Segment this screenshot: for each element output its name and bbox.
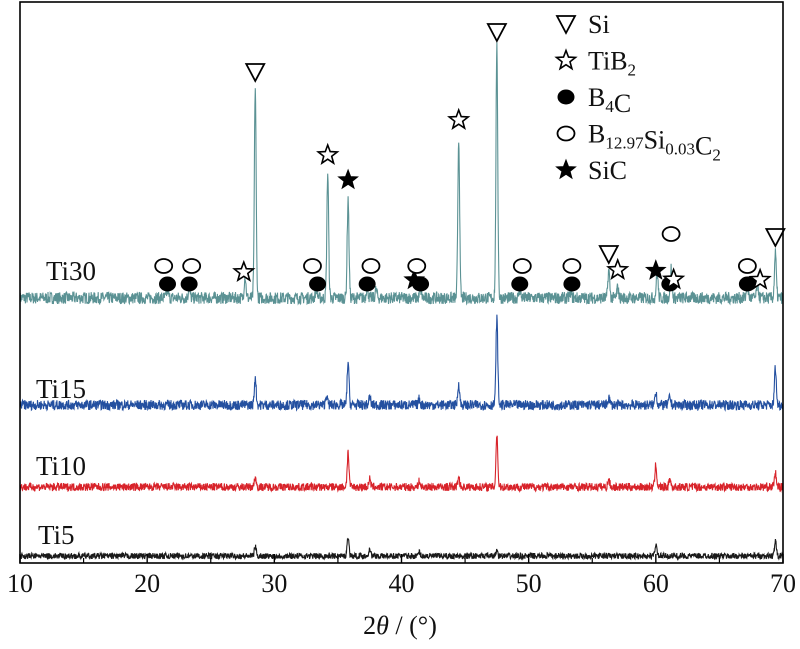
trace-ti30 — [19, 42, 784, 306]
series-label-ti5: Ti5 — [38, 520, 75, 550]
trace-ti10 — [19, 435, 784, 493]
series-label-ti30: Ti30 — [46, 256, 96, 286]
phase-marker-circle-open-17 — [512, 258, 532, 274]
phase-marker-triangle-down-open-16 — [486, 23, 508, 43]
legend-symbol-circle-filled — [557, 89, 575, 105]
x-tick-label-20: 20 — [134, 569, 160, 598]
phase-marker-star-filled-23 — [644, 259, 667, 280]
phase-markers-layer — [154, 23, 786, 292]
x-axis: 10 20 30 40 50 60 70 — [7, 554, 796, 598]
x-tick-label-40: 40 — [389, 569, 415, 598]
legend-item-sic: SiC — [555, 156, 627, 185]
legend-symbol-star-open — [554, 48, 578, 71]
x-tick-label-30: 30 — [261, 569, 287, 598]
x-tick-label-50: 50 — [516, 569, 542, 598]
phase-marker-star-open-26 — [661, 267, 686, 290]
legend-label-tib2: TiB2 — [588, 47, 636, 80]
phase-marker-star-open-8 — [316, 142, 340, 165]
series-ti10: Ti10 — [19, 435, 784, 493]
series-ti30: Ti30 — [19, 42, 784, 306]
trace-ti15 — [19, 314, 784, 412]
phase-marker-circle-open-19 — [562, 258, 582, 274]
phase-marker-triangle-down-open-5 — [244, 63, 266, 83]
x-axis-title: 2θ / (°) — [363, 611, 437, 640]
phase-marker-triangle-down-open-30 — [764, 228, 786, 248]
phase-marker-circle-open-10 — [361, 258, 381, 274]
phase-marker-circle-filled-14 — [412, 276, 430, 292]
series-ti5: Ti5 — [19, 520, 784, 562]
phase-marker-triangle-down-open-21 — [598, 245, 620, 265]
x-tick-label-10: 10 — [7, 569, 33, 598]
phase-marker-circle-open-13 — [407, 258, 427, 274]
phase-marker-star-open-15 — [447, 107, 471, 130]
legend-item-b4c: B4C — [557, 83, 631, 118]
phase-marker-circle-open-6 — [303, 258, 322, 274]
legend-symbol-triangle-down-open — [555, 15, 577, 35]
legend-label-sic: SiC — [588, 156, 627, 185]
phase-marker-circle-open-27 — [737, 258, 757, 274]
series-ti15: Ti15 — [19, 314, 784, 412]
legend-label-b4c: B4C — [588, 83, 631, 118]
phase-marker-circle-filled-1 — [159, 276, 177, 292]
legend-symbol-star-filled — [555, 158, 577, 180]
phase-marker-circle-filled-3 — [180, 276, 198, 292]
phase-marker-circle-filled-11 — [358, 276, 376, 292]
legend-item-si: Si — [555, 10, 610, 39]
phase-marker-circle-filled-20 — [563, 276, 581, 292]
phase-marker-star-open-29 — [748, 267, 772, 290]
legend-item-tib2: TiB2 — [554, 47, 636, 80]
x-tick-label-60: 60 — [643, 569, 669, 598]
phase-marker-circle-filled-28 — [738, 276, 756, 292]
phase-marker-circle-filled-7 — [309, 276, 327, 292]
legend-symbol-circle-open — [556, 125, 576, 142]
legend-label-b12-97si0-03c2: B12.97Si0.03C2 — [588, 120, 721, 165]
phase-marker-circle-open-24 — [661, 226, 681, 242]
phase-marker-circle-open-0 — [154, 258, 174, 274]
phase-marker-star-filled-9 — [337, 168, 359, 190]
phase-marker-star-open-22 — [606, 257, 630, 280]
phase-marker-circle-filled-18 — [511, 276, 529, 292]
x-tick-label-70: 70 — [770, 569, 796, 598]
legend-label-si: Si — [588, 10, 610, 39]
phase-marker-star-open-4 — [232, 259, 256, 283]
legend-item-b12-97si0-03c2: B12.97Si0.03C2 — [556, 120, 721, 165]
series-label-ti10: Ti10 — [36, 451, 86, 481]
phase-marker-circle-open-2 — [182, 258, 202, 274]
traces-layer: Ti30 Ti15 Ti10 Ti5 — [19, 42, 784, 562]
series-label-ti15: Ti15 — [36, 374, 86, 404]
